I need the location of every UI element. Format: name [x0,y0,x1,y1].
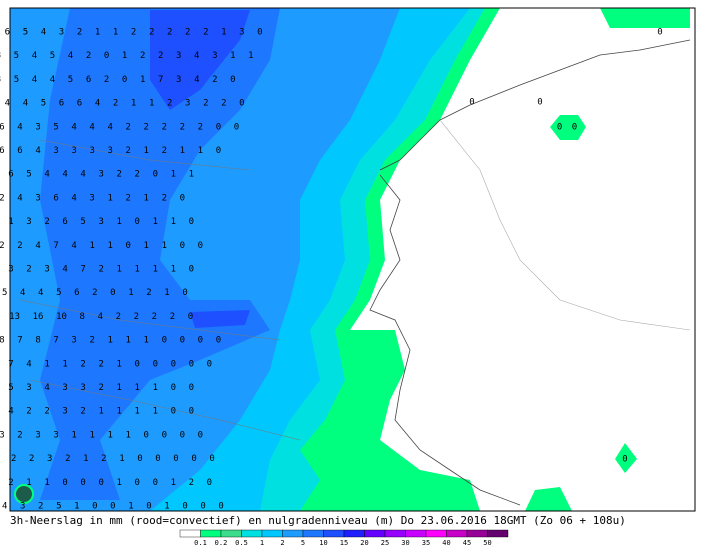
legend-swatch [200,529,222,538]
legend-label: 0.5 [235,539,248,546]
legend-label: 50 [483,539,491,546]
value-grid: 0 0 1 2 3 5 5 6 8 10 11 6 6 5 4 3 2 1 1 … [0,28,663,512]
grid-row: 5 3 3 0 3 7 10 6 5 4 4 5 6 2 0 1 2 1 0 [0,288,188,298]
grid-row: 0 2 5 6 4 1 5 5 6 8 7 4 1 1 2 2 1 0 0 0 … [0,359,212,369]
legend-swatch [425,529,447,538]
border [439,119,691,331]
legend-label: 35 [422,539,430,546]
grid-row: 0 2 5 10 7 2 1 1 2 3 4 3 2 5 1 0 0 1 0 1… [0,502,224,512]
precip-patch [600,8,690,28]
grid-row: 4 5 2 1 1 4 7 6 5 3 2 3 4 7 2 1 1 1 1 0 [0,265,194,275]
precip-10 [40,8,280,500]
grid-row: 2 4 6 5 4 5 9 8 8 7 8 6 4 3 5 4 4 4 2 2 … [0,122,239,132]
legend-label: 20 [360,539,368,546]
legend-label: 0.1 [194,539,207,546]
legend-swatch [179,529,201,538]
border [19,139,301,441]
grid-row: 4 3 3 3 3 3 7 6 2 1 3 2 6 5 3 1 0 1 1 0 [0,217,194,227]
grid-row: 2 3 4 5 4 2 1 4 5 4 2 2 3 2 1 1 1 1 0 0 [0,407,194,417]
grid-row: 2 2 3 3 4 5 8 5 5 6 5 4 4 4 3 2 2 0 1 1 [0,170,194,180]
legend-label: 25 [381,539,389,546]
legend-swatch [487,529,509,538]
legend-label: 45 [463,539,471,546]
coastline [379,39,691,171]
grid-row: 0 1 1 0 3 6 4 4 7 13 16 10 8 4 2 2 2 2 0 [0,312,193,322]
legend-swatch [220,529,242,538]
grid-row: 2 2 2 1 1 2 6 8 5 2 2 4 7 4 1 1 0 1 1 0 … [0,241,203,251]
legend-swatch [302,529,324,538]
precip-patch [615,443,637,473]
legend-label: 10 [319,539,327,546]
precip-patch [525,487,572,511]
legend-swatch [282,529,304,538]
legend-label: 0.2 [215,539,228,546]
grid-row: 0 2 1 2 8 8 3 3 2 2 2 1 1 0 0 0 1 0 0 1 … [0,478,212,488]
legend-label: 5 [301,539,305,546]
legend-swatch [384,529,406,538]
grid-row: 1 3 5 6 4 3 7 4 11 10 7 4 4 5 6 6 4 2 1 … [0,99,245,109]
legend-swatch [466,529,488,538]
precip-patch [550,115,586,140]
grid-row: 0 1 2 3 5 5 7 10 11 8 7 8 5 4 5 4 2 0 1 … [0,51,254,61]
legend-swatch [323,529,345,538]
coastline [369,174,521,506]
map-frame [9,7,696,512]
legend-swatch [446,529,468,538]
isolated-label: 0 [469,98,474,108]
legend-swatch [241,529,263,538]
isolated-label: 0 [537,98,542,108]
station-marker [14,484,34,504]
isolated-label: 0 [657,28,662,38]
precip-15 [150,10,250,110]
legend-swatch [343,529,365,538]
legend-label: 40 [442,539,450,546]
legend-label: 2 [280,539,284,546]
isolated-label: 0 0 [557,123,577,133]
legend-swatch [364,529,386,538]
grid-row: 1 2 4 3 5 5 6 8 10 11 8 5 4 4 5 6 2 0 1 … [0,75,236,85]
grid-row: 2 4 5 3 4 5 6 7 6 6 6 6 4 3 3 3 3 2 1 2 … [0,146,221,156]
grid-row: 4 4 5 3 2 3 6 7 4 3 2 3 3 1 1 1 1 0 0 0 … [0,430,203,440]
grid-row: 3 2 2 4 5 4 7 4 2 4 3 6 4 3 1 2 1 2 0 [0,193,185,203]
caption: 3h-Neerslag in mm (rood=convectief) en n… [10,514,626,527]
precip-15b [190,310,250,328]
legend-label: 1 [260,539,264,546]
grid-row: 2 1 0 2 2 1 1 3 5 8 8 7 8 7 3 2 1 1 1 0 … [0,336,221,346]
legend-swatch [261,529,283,538]
grid-row: 0 0 1 2 3 5 5 6 8 10 11 6 6 5 4 3 2 1 1 … [0,28,263,38]
isolated-label: 0 [622,455,627,465]
legend: 0.1 0.2 0.5 1 2 5 10 15 20 25 30 35 40 45 50 [179,529,509,547]
legend-swatch [405,529,427,538]
legend-label: 30 [401,539,409,546]
legend-label: 15 [340,539,348,546]
grid-row: 4 2 3 6 7 10 6 4 4 4 2 2 3 2 1 2 1 0 0 0… [0,454,215,464]
grid-row: 1 3 8 8 6 2 1 2 4 5 3 4 3 3 2 1 1 1 0 0 [0,383,194,393]
